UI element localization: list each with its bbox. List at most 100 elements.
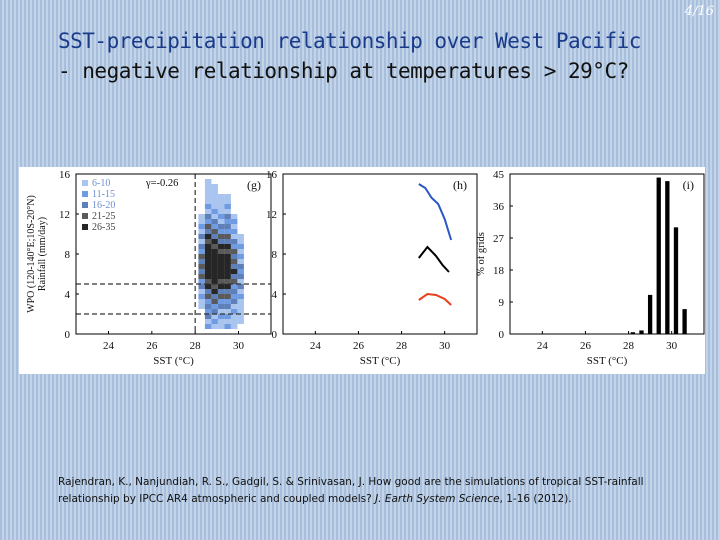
heatmap-cell xyxy=(211,239,218,244)
heatmap-cell xyxy=(204,259,212,264)
heatmap-cell xyxy=(211,219,218,224)
heatmap-cell xyxy=(237,264,244,269)
heatmap-cell xyxy=(224,194,231,199)
heatmap-cell xyxy=(211,319,218,324)
heatmap-cell xyxy=(204,274,212,279)
heatmap-cell xyxy=(204,204,212,209)
x-tick-label-1: 26 xyxy=(353,340,365,352)
title-line-1: SST-precipitation relationship over West… xyxy=(58,29,641,53)
heatmap-cell xyxy=(224,199,231,204)
heatmap-cell xyxy=(224,264,231,269)
heatmap-cell xyxy=(224,244,231,249)
reference-pages-year: , 1-16 (2012). xyxy=(499,493,572,505)
heatmap-cell xyxy=(224,289,231,294)
heatmap-cell xyxy=(217,274,225,279)
heatmap-cell xyxy=(217,239,225,244)
heatmap-cell xyxy=(204,184,212,189)
heatmap-cell xyxy=(224,324,231,329)
y-tick-label-2: 45 xyxy=(493,169,505,181)
heatmap-cell xyxy=(211,294,218,299)
heatmap-cell xyxy=(204,189,212,194)
x-tick-label-0: 24 xyxy=(103,340,115,352)
heatmap-cell xyxy=(224,284,231,289)
heatmap-cell xyxy=(198,274,205,279)
heatmap-cell xyxy=(198,294,205,299)
heatmap-cell xyxy=(230,299,238,304)
x-tick-label-2: 30 xyxy=(666,340,678,352)
heatmap-cell xyxy=(211,189,218,194)
heatmap-cell xyxy=(217,224,225,229)
heatmap-cell xyxy=(217,264,225,269)
heatmap-cell xyxy=(237,249,244,254)
heatmap-cell xyxy=(211,204,218,209)
heatmap-cell xyxy=(211,279,218,284)
heatmap-cell xyxy=(237,289,244,294)
heatmap-cell xyxy=(198,304,205,309)
heatmap-cell xyxy=(211,194,218,199)
heatmap-cell xyxy=(217,284,225,289)
heatmap-cell xyxy=(211,299,218,304)
histogram-bar xyxy=(639,330,644,334)
heatmap-cell xyxy=(211,274,218,279)
legend-swatch xyxy=(82,224,88,230)
heatmap-cell xyxy=(224,299,231,304)
heatmap-cell xyxy=(230,289,238,294)
y-axis-label-line-1: WPO (120-140°E;10S-20°N) xyxy=(26,195,37,313)
panel-label-0: (g) xyxy=(247,178,261,192)
histogram-bar xyxy=(682,309,687,334)
heatmap-cell xyxy=(198,254,205,259)
y-tick-label-0: 12 xyxy=(59,209,70,221)
heatmap-cell xyxy=(211,244,218,249)
heatmap-cell xyxy=(230,284,238,289)
heatmap-cell xyxy=(204,319,212,324)
reference-journal: J. Earth System Science xyxy=(375,493,500,505)
heatmap-cell xyxy=(204,214,212,219)
heatmap-cell xyxy=(198,264,205,269)
heatmap-cell xyxy=(217,254,225,259)
heatmap-cell xyxy=(204,309,212,314)
heatmap-cell xyxy=(230,219,238,224)
y-tick-label-2: 0 xyxy=(499,329,505,341)
heatmap-cell xyxy=(204,239,212,244)
heatmap-cell xyxy=(211,259,218,264)
heatmap-cell xyxy=(204,314,212,319)
legend-label: 26-35 xyxy=(92,222,115,233)
y-tick-label-0: 8 xyxy=(65,249,71,261)
x-axis-label-0: SST (°C) xyxy=(153,355,194,367)
y-tick-label-2: 36 xyxy=(493,201,505,213)
heatmap-cell xyxy=(211,284,218,289)
heatmap-cell xyxy=(237,309,244,314)
heatmap-cell xyxy=(211,309,218,314)
heatmap-cell xyxy=(230,249,238,254)
heatmap-cell xyxy=(237,314,244,319)
heatmap-cell xyxy=(217,279,225,284)
figure-svg: 24 26 28 30 0 4 8 12 16 SST (°C) (g) 6-1011-1516-20… xyxy=(26,169,705,367)
legend-swatch xyxy=(82,191,88,197)
heatmap-cell xyxy=(217,229,225,234)
y-tick-label-1: 16 xyxy=(266,169,278,181)
heatmap-cell xyxy=(237,294,244,299)
heatmap-cell xyxy=(198,284,205,289)
heatmap-cell xyxy=(237,239,244,244)
series-line-2 xyxy=(418,245,450,273)
heatmap-cell xyxy=(204,279,212,284)
heatmap-cell xyxy=(211,224,218,229)
y-tick-label-2: 9 xyxy=(499,297,505,309)
heatmap-cell xyxy=(217,269,225,274)
heatmap-cell xyxy=(211,324,218,329)
heatmap-cell xyxy=(204,234,212,239)
series-line-3 xyxy=(418,292,452,306)
heatmap-cell xyxy=(217,214,225,219)
heatmap-cell xyxy=(211,184,218,189)
heatmap-cell xyxy=(198,289,205,294)
heatmap-cell xyxy=(204,324,212,329)
series-line-1 xyxy=(418,183,453,241)
heatmap-cell xyxy=(204,264,212,269)
heatmap-cell xyxy=(211,234,218,239)
heatmap-cell xyxy=(204,194,212,199)
heatmap-cell xyxy=(237,299,244,304)
heatmap-cell xyxy=(224,314,231,319)
x-tick-label-0: 30 xyxy=(233,340,245,352)
y-tick-label-2: 27 xyxy=(493,233,505,245)
heatmap-cell xyxy=(224,304,231,309)
